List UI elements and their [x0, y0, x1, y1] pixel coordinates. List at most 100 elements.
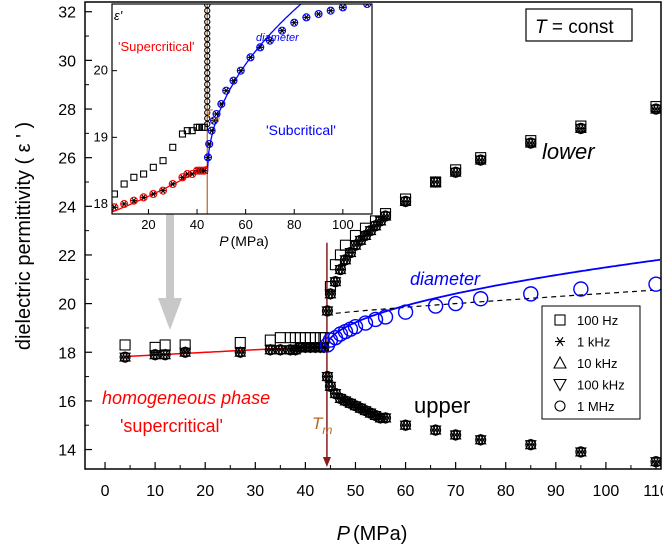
data-point-asterisk: [210, 117, 218, 124]
legend: 100 Hz 1 kHz 10 kHz 100 kHz 1 MHz: [541, 305, 641, 420]
diameter-fit-curve: [326, 258, 661, 347]
inset-x-tick-label: 100: [332, 217, 354, 232]
diameter-point: [397, 304, 414, 320]
data-point-square: [159, 157, 167, 165]
diameter-point: [377, 309, 394, 325]
data-point-circle: [554, 400, 566, 412]
data-point-asterisk: [290, 19, 298, 26]
x-tick-label: 100: [593, 483, 620, 500]
data-point-asterisk: [327, 7, 335, 14]
data-point-circle: [302, 13, 311, 22]
diameter-point: [357, 315, 374, 331]
data-point-asterisk: [200, 167, 208, 174]
diameter-point: [523, 286, 539, 302]
inset-y-axis-title: ε': [114, 8, 123, 23]
data-point-circle: [129, 196, 138, 205]
data-point-square: [119, 339, 131, 351]
data-point-asterisk: [159, 187, 167, 194]
data-point-circle: [363, 4, 372, 9]
inset-y-tick-label: 20: [94, 63, 108, 78]
data-point-asterisk: [650, 104, 661, 114]
data-point-circle: [149, 189, 158, 199]
inset-annotation-tm: Tm: [205, 107, 220, 124]
legend-label: 100 kHz: [577, 378, 625, 393]
legend-label: 100 Hz: [577, 313, 618, 328]
data-point-asterisk: [575, 447, 586, 457]
y-tick-label: 24: [58, 199, 76, 216]
data-point-circle: [158, 186, 168, 195]
data-point-circle: [205, 139, 214, 149]
data-point-square: [274, 332, 286, 344]
main-tick-labels: 0 10 20 30 40 50 60 70 80 90 100 110 14 16 18 20 22 24 26 2…: [58, 5, 663, 500]
data-point-asterisk: [555, 336, 565, 347]
main-data-points: [119, 101, 661, 468]
legend-label: 1 kHz: [577, 335, 610, 350]
data-point-square: [234, 336, 246, 349]
y-tick-label: 14: [58, 443, 76, 460]
data-point-square: [264, 334, 276, 346]
data-point-asterisk: [278, 27, 286, 34]
data-point-asterisk: [302, 14, 310, 21]
annotation-supercritical: 'supercritical': [120, 416, 223, 436]
inset-plot-frame: [111, 3, 373, 215]
svg-text:T = const: T = const: [535, 17, 614, 38]
x-tick-label: 30: [246, 483, 264, 500]
main-plot-frame: [84, 1, 662, 470]
data-point-square: [575, 120, 587, 132]
data-point-square: [525, 135, 537, 147]
annotation-lower: lower: [542, 139, 596, 164]
data-point-asterisk: [265, 345, 276, 355]
data-point-asterisk: [204, 154, 212, 161]
data-point-asterisk: [322, 372, 333, 382]
data-point-asterisk: [180, 347, 191, 357]
data-point-asterisk: [330, 277, 341, 287]
data-point-square: [359, 222, 372, 234]
data-point-asterisk: [120, 352, 131, 362]
inset-x-tick-label: 40: [190, 217, 204, 232]
data-point-circle: [229, 76, 238, 85]
inset-x-tick-label: 60: [238, 217, 252, 232]
data-point-asterisk: [120, 200, 128, 208]
data-point-asterisk: [247, 54, 255, 61]
data-point-asterisk: [380, 211, 391, 221]
diameter-extrapolation-dashed: [326, 289, 653, 316]
data-point-circle: [112, 203, 119, 212]
data-point-asterisk: [450, 167, 461, 177]
annotation-homogeneous-phase: homogeneous phase: [102, 388, 270, 408]
data-point-square: [475, 152, 487, 164]
y-tick-label: 22: [58, 248, 76, 265]
data-point-square: [450, 164, 462, 176]
x-tick-label: 110: [643, 483, 663, 500]
data-point-asterisk: [650, 457, 661, 467]
data-point-asterisk: [575, 123, 586, 134]
data-point-asterisk: [140, 194, 148, 201]
inset-x-axis-title: P (MPa): [219, 233, 268, 249]
data-point-circle: [212, 109, 221, 119]
diameter-point: [447, 295, 464, 312]
data-point-square: [554, 314, 566, 326]
data-point-circle: [326, 6, 335, 15]
inset-tick-labels: 20 40 60 80 100 18 19 20: [94, 63, 354, 232]
data-point-asterisk: [380, 413, 391, 423]
data-point-asterisk: [149, 190, 157, 198]
legend-label: 10 kHz: [577, 356, 617, 371]
data-point-asterisk: [266, 37, 274, 44]
x-tick-label: 90: [547, 483, 565, 500]
data-point-asterisk: [130, 197, 138, 204]
data-point-square: [149, 163, 157, 171]
y-tick-label: 32: [58, 5, 76, 22]
data-point-asterisk: [169, 180, 177, 188]
y-tick-label: 20: [58, 297, 76, 314]
data-point-circle: [222, 86, 231, 95]
x-axis-title: P (MPa): [337, 523, 408, 545]
inset-pointer-arrow: [158, 200, 182, 330]
diameter-point: [648, 276, 661, 292]
inset-annotation-subcritical: 'Subcritical': [266, 122, 336, 138]
data-point-square: [120, 180, 128, 188]
inset-x-tick-label: 20: [141, 217, 155, 232]
data-point-asterisk: [315, 10, 323, 18]
y-tick-label: 28: [58, 102, 76, 119]
data-point-asterisk: [235, 347, 246, 357]
data-point-asterisk: [217, 100, 225, 108]
